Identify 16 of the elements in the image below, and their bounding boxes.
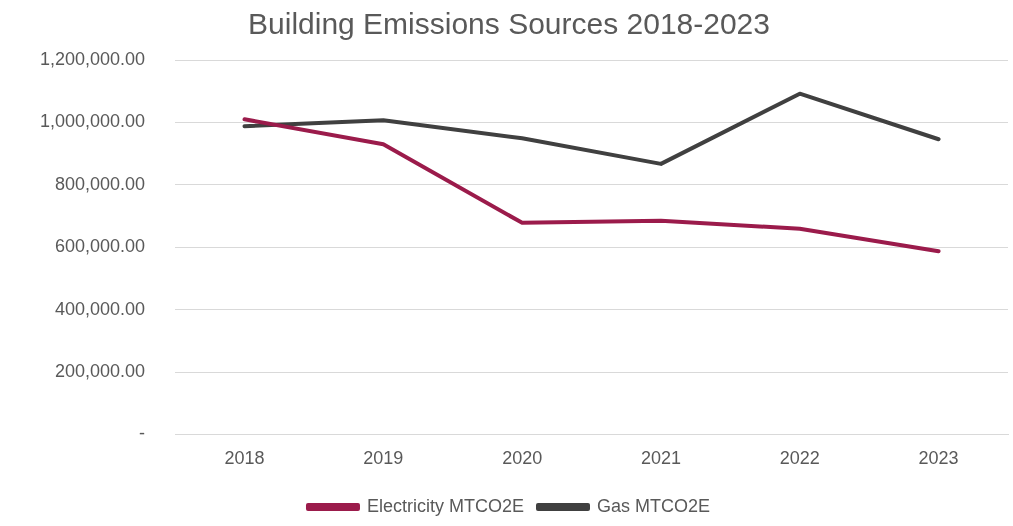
y-tick-label: 1,200,000.00 bbox=[39, 48, 146, 69]
x-tick-label: 2021 bbox=[640, 448, 681, 469]
x-tick-label: 2020 bbox=[502, 448, 543, 469]
legend-label: Gas MTCO2E bbox=[597, 495, 711, 516]
legend-label: Electricity MTCO2E bbox=[366, 495, 525, 516]
y-tick-label: 800,000.00 bbox=[55, 173, 146, 194]
y-tick-label: 200,000.00 bbox=[55, 360, 146, 381]
x-tick-label: 2023 bbox=[918, 448, 959, 469]
x-tick-label: 2019 bbox=[363, 448, 404, 469]
x-tick-label: 2018 bbox=[224, 448, 265, 469]
y-tick-label: 1,000,000.00 bbox=[39, 111, 146, 132]
y-tick-label: 600,000.00 bbox=[55, 236, 146, 257]
x-tick-label: 2022 bbox=[779, 448, 820, 469]
y-tick-label: 400,000.00 bbox=[55, 298, 146, 319]
chart-title: Building Emissions Sources 2018-2023 bbox=[248, 7, 770, 41]
y-tick-label: - bbox=[139, 423, 146, 444]
